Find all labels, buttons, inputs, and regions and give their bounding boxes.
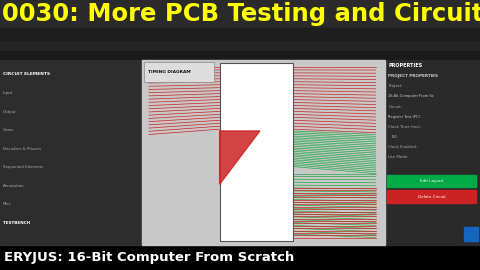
Text: CIRCUIT ELEMENTS: CIRCUIT ELEMENTS [3,72,50,76]
Text: 16-Bit Computer From Sc: 16-Bit Computer From Sc [388,94,434,98]
Text: Clock Enabled:: Clock Enabled: [388,145,418,149]
Text: 50: 50 [388,135,397,139]
Text: ERYJUS: 16-Bit Computer From Scratch: ERYJUS: 16-Bit Computer From Scratch [4,251,294,264]
Text: Circuit:: Circuit: [388,104,402,109]
Text: Misc: Misc [3,202,12,206]
Text: Edit Layout: Edit Layout [420,179,444,183]
Text: TESTBENCH: TESTBENCH [3,221,30,225]
Text: Input: Input [3,91,13,95]
Polygon shape [220,131,260,184]
Text: Project:: Project: [388,84,403,88]
Text: PROJECT PROPERTIES: PROJECT PROPERTIES [388,74,438,78]
Text: TIMING DIAGRAM: TIMING DIAGRAM [148,70,191,74]
Text: Register Test (PC): Register Test (PC) [388,115,420,119]
Bar [0,28,480,40]
Bar [220,63,293,241]
Text: Annotation: Annotation [3,184,24,188]
Text: Gates: Gates [3,128,14,132]
Text: Output: Output [3,110,17,113]
Bar [387,190,476,203]
Bar [0,245,480,270]
Bar [387,174,476,187]
Bar [142,60,385,245]
Bar [0,51,480,60]
Bar [144,62,214,82]
Text: PROPERTIES: PROPERTIES [388,63,422,68]
Text: Clock Time (ms):: Clock Time (ms): [388,125,421,129]
Bar [464,227,478,241]
Bar [0,0,480,28]
Text: Sequential Elements: Sequential Elements [3,165,43,169]
Text: Delete Circuit: Delete Circuit [418,195,445,199]
Bar [385,60,480,245]
Text: Lite Mode:: Lite Mode: [388,156,409,160]
Bar [0,40,480,51]
Text: 0030: More PCB Testing and CircuitVerse: 0030: More PCB Testing and CircuitVerse [2,2,480,26]
Bar [0,60,142,245]
Text: Decoders & Placers: Decoders & Placers [3,147,41,151]
